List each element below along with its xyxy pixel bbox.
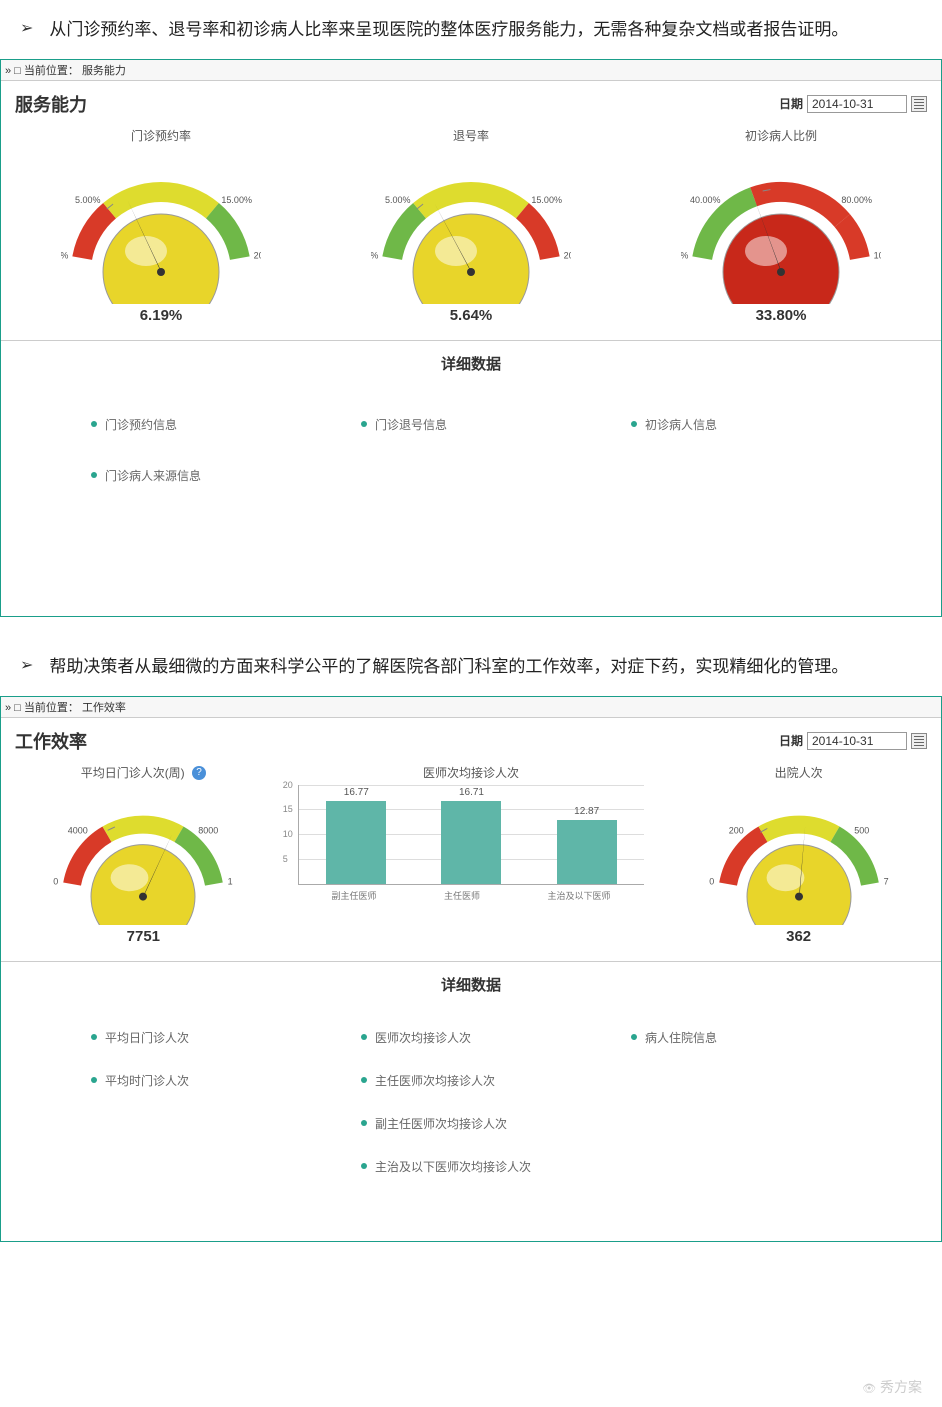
para2-text: 帮助决策者从最细微的方面来科学公平的了解医院各部门科室的工作效率，对症下药，实现… [49, 647, 848, 688]
svg-text:40.00%: 40.00% [690, 195, 721, 205]
bullet-arrow-icon: ➢ [20, 10, 33, 51]
detail-link [91, 1115, 361, 1132]
gauge-value: 7751 [11, 928, 276, 945]
detail-link[interactable]: 门诊预约信息 [91, 416, 361, 433]
work-efficiency-panel: » □ 当前位置： 工作效率 工作效率 日期 2014-10-31 平均日门诊人… [0, 696, 942, 1242]
gauge-title: 退号率 [321, 127, 621, 144]
svg-text:15.00%: 15.00% [221, 195, 252, 205]
bullet-dot-icon [91, 1034, 97, 1040]
bullet-dot-icon [91, 421, 97, 427]
detail-link [631, 1158, 901, 1175]
svg-text:12000: 12000 [228, 876, 233, 886]
watermark: 👁 秀方案 [862, 1377, 922, 1397]
detail-link [631, 1115, 901, 1132]
gauge-value: 6.19% [11, 307, 311, 324]
calendar-icon[interactable] [911, 733, 927, 749]
svg-text:20.00%: 20.00% [254, 250, 261, 260]
bullet-dot-icon [361, 421, 367, 427]
bar: 16.71 [441, 801, 501, 884]
bullet-paragraph-1: ➢ 从门诊预约率、退号率和初诊病人比率来呈现医院的整体医疗服务能力，无需各种复杂… [0, 0, 942, 51]
gauge-chart: 0 200 500 700 [709, 785, 889, 930]
gauge-value: 5.64% [321, 307, 621, 324]
bullet-dot-icon [91, 1077, 97, 1083]
gauge-chart: 0.00% 5.00% 15.00% 20.00% [61, 148, 261, 309]
detail-link[interactable]: 门诊退号信息 [361, 416, 631, 433]
detail-link[interactable]: 平均日门诊人次 [91, 1029, 361, 1046]
detail-link[interactable]: 副主任医师次均接诊人次 [361, 1115, 631, 1132]
para1-text: 从门诊预约率、退号率和初诊病人比率来呈现医院的整体医疗服务能力，无需各种复杂文档… [49, 10, 848, 51]
gauge-value: 33.80% [631, 307, 931, 324]
svg-text:15.00%: 15.00% [531, 195, 562, 205]
bullet-dot-icon [91, 472, 97, 478]
svg-text:0: 0 [709, 876, 714, 886]
gauge-left: 平均日门诊人次(周) ? 0 4000 8000 12000 7751 [11, 764, 276, 945]
date-picker[interactable]: 日期 2014-10-31 [779, 732, 927, 750]
bar: 16.77 [326, 801, 386, 884]
date-picker[interactable]: 日期 2014-10-31 [779, 95, 927, 113]
detail-link[interactable]: 平均时门诊人次 [91, 1072, 361, 1089]
svg-text:80.00%: 80.00% [841, 195, 872, 205]
detail-link[interactable]: 主治及以下医师次均接诊人次 [361, 1158, 631, 1175]
gauge-退号率: 退号率 0.00% 5.00% 15.00% 20.00% 5.64% [321, 127, 621, 324]
gauge-title: 平均日门诊人次(周) ? [11, 764, 276, 781]
bullet-dot-icon [361, 1163, 367, 1169]
detail-link [631, 1072, 901, 1089]
service-capability-panel: » □ 当前位置： 服务能力 服务能力 日期 2014-10-31 门诊预约率 … [0, 59, 942, 617]
svg-text:0.00%: 0.00% [681, 250, 688, 260]
date-input[interactable]: 2014-10-31 [807, 95, 907, 113]
svg-text:200: 200 [728, 825, 743, 835]
gauge-title: 初诊病人比例 [631, 127, 931, 144]
detail-link [361, 467, 631, 484]
detail-header: 详细数据 [1, 340, 941, 382]
svg-text:5.00%: 5.00% [385, 195, 411, 205]
gauge-初诊病人比例: 初诊病人比例 0.00% 40.00% 80.00% 100.00% 33.80% [631, 127, 931, 324]
bullet-paragraph-2: ➢ 帮助决策者从最细微的方面来科学公平的了解医院各部门科室的工作效率，对症下药，… [0, 637, 942, 688]
svg-text:0: 0 [54, 876, 59, 886]
svg-text:8000: 8000 [199, 825, 219, 835]
info-icon[interactable]: ? [192, 766, 206, 780]
bullet-dot-icon [361, 1120, 367, 1126]
detail-header: 详细数据 [1, 961, 941, 1003]
gauge-title: 门诊预约率 [11, 127, 311, 144]
gauge-chart: 0 4000 8000 12000 [53, 785, 233, 930]
breadcrumb: » □ 当前位置： 工作效率 [1, 697, 941, 718]
gauge-门诊预约率: 门诊预约率 0.00% 5.00% 15.00% 20.00% 6.19% [11, 127, 311, 324]
bullet-dot-icon [361, 1034, 367, 1040]
svg-text:0.00%: 0.00% [371, 250, 378, 260]
svg-text:500: 500 [854, 825, 869, 835]
detail-link [631, 467, 901, 484]
bullet-arrow-icon: ➢ [20, 647, 33, 688]
gauge-title: 出院人次 [666, 764, 931, 781]
detail-link [91, 1158, 361, 1175]
bullet-dot-icon [361, 1077, 367, 1083]
svg-text:700: 700 [883, 876, 888, 886]
svg-text:5.00%: 5.00% [75, 195, 101, 205]
bullet-dot-icon [631, 1034, 637, 1040]
svg-text:0.00%: 0.00% [61, 250, 68, 260]
gauge-value: 362 [666, 928, 931, 945]
svg-text:4000: 4000 [68, 825, 88, 835]
bullet-dot-icon [631, 421, 637, 427]
gauge-chart: 0.00% 40.00% 80.00% 100.00% [681, 148, 881, 309]
gauge-right: 出院人次 0 200 500 700 362 [666, 764, 931, 945]
panel-title: 工作效率 [15, 728, 87, 754]
bar-chart: 医师次均接诊人次 510152016.7716.7112.87 副主任医师主任医… [286, 764, 657, 945]
detail-link[interactable]: 初诊病人信息 [631, 416, 901, 433]
detail-link[interactable]: 医师次均接诊人次 [361, 1029, 631, 1046]
breadcrumb: » □ 当前位置： 服务能力 [1, 60, 941, 81]
detail-link[interactable]: 门诊病人来源信息 [91, 467, 361, 484]
svg-text:100.00%: 100.00% [874, 250, 881, 260]
svg-text:20.00%: 20.00% [564, 250, 571, 260]
calendar-icon[interactable] [911, 96, 927, 112]
detail-link[interactable]: 病人住院信息 [631, 1029, 901, 1046]
date-input[interactable]: 2014-10-31 [807, 732, 907, 750]
panel-title: 服务能力 [15, 91, 87, 117]
bar-title: 医师次均接诊人次 [286, 764, 657, 781]
gauge-chart: 0.00% 5.00% 15.00% 20.00% [371, 148, 571, 309]
detail-link[interactable]: 主任医师次均接诊人次 [361, 1072, 631, 1089]
bar: 12.87 [557, 820, 617, 884]
